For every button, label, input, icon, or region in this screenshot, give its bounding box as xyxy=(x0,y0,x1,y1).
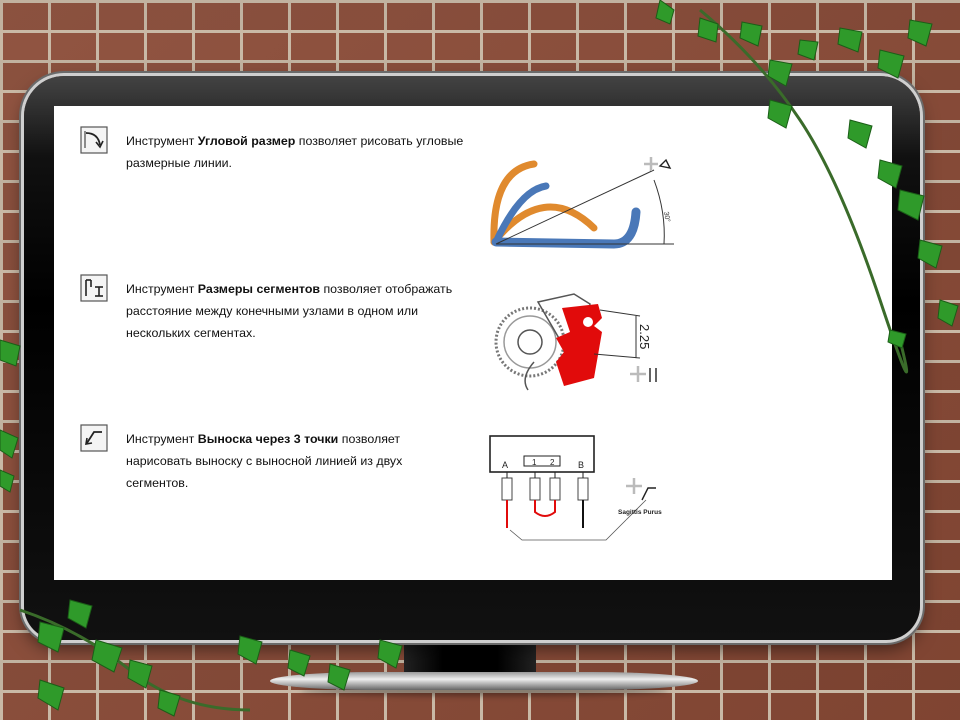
tool-description: Инструмент Угловой размер позволяет рисо… xyxy=(126,134,464,170)
segment-dimension-icon xyxy=(80,274,108,302)
tool-description: Инструмент Размеры сегментов позволяет о… xyxy=(126,282,453,340)
tool-description: Инструмент Выноска через 3 точки позволя… xyxy=(126,432,403,490)
tv-neck xyxy=(404,640,536,676)
angle-label: 30° xyxy=(662,211,672,223)
tv-base-shadow xyxy=(300,686,668,696)
segment-dimension-illustration: 2.25 xyxy=(494,293,657,391)
connector-label-a: A xyxy=(502,460,508,470)
callout-illustration: A 1 2 B Sagittis Purus xyxy=(489,435,662,541)
tv-screen: Инструмент Угловой размер позволяет рисо… xyxy=(54,106,892,580)
segment-dimension-label: 2.25 xyxy=(637,324,652,349)
callout-icon xyxy=(80,424,108,452)
connector-label-1: 1 xyxy=(532,458,537,467)
connector-label-2: 2 xyxy=(550,458,555,467)
callout-text: Sagittis Purus xyxy=(618,509,662,516)
angular-dimension-icon xyxy=(80,126,108,154)
tv-base xyxy=(270,672,698,690)
connector-label-b: B xyxy=(578,460,584,470)
angular-dimension-illustration: 30° xyxy=(490,157,674,249)
